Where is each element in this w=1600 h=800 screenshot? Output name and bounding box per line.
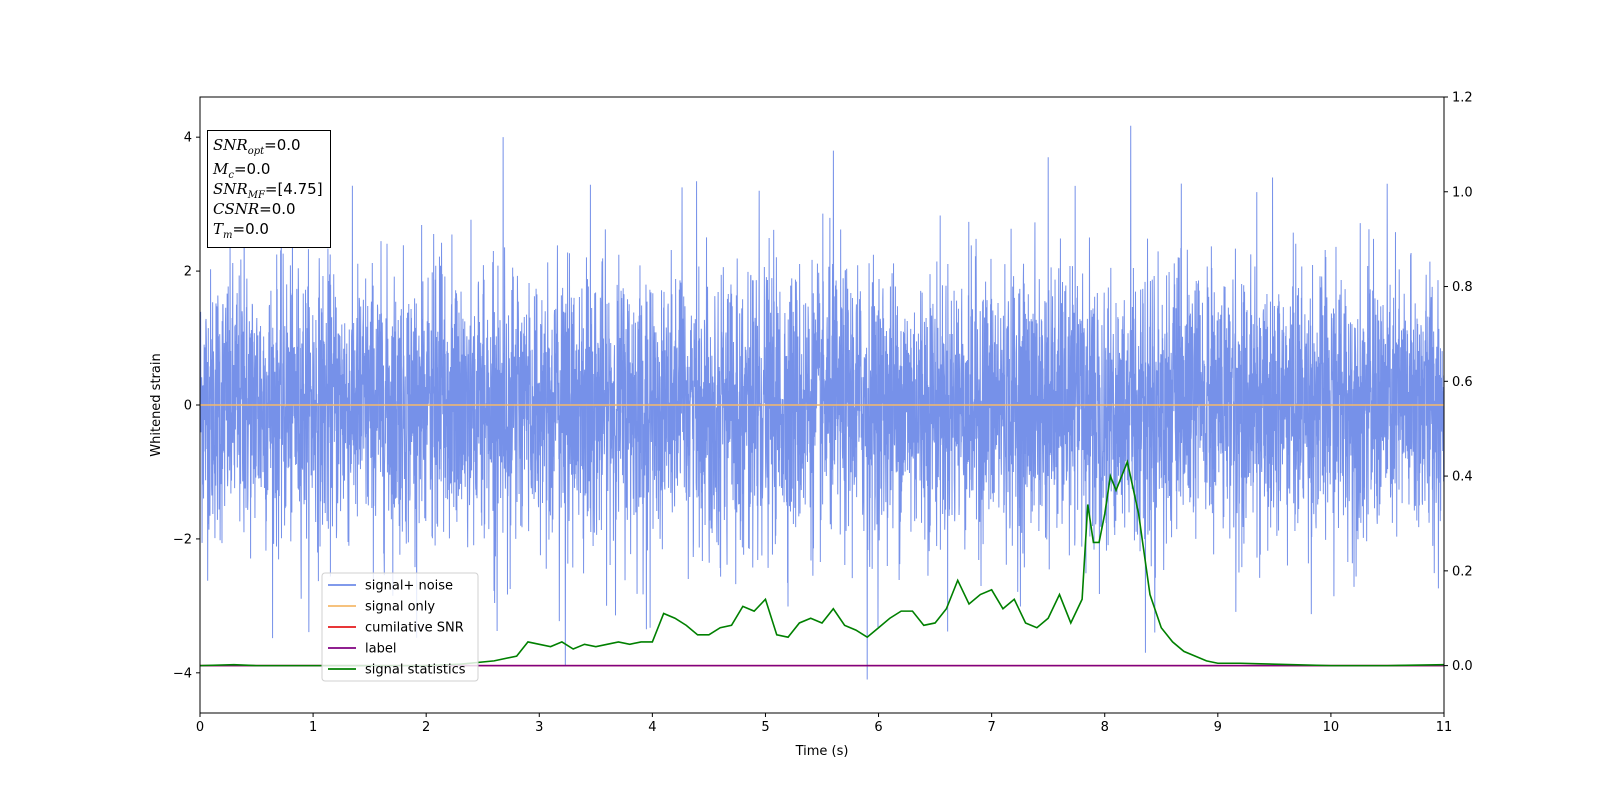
y-tick-label: 0 [184,399,192,414]
y-axis-right: 0.0 0.2 0.4 0.6 0.8 1.0 1.2 [1444,91,1473,674]
y-tick-label: −4 [173,666,192,681]
legend-entry: label [365,642,396,657]
y-tick-label: 2 [184,265,192,280]
x-tick-label: 9 [1214,720,1222,735]
signal-plus-noise-series [200,125,1444,680]
y-axis-left: −4 −2 0 2 4 [173,131,200,681]
stat-snr-mf: SNRMF=[4.75] [213,179,323,206]
stat-tm-value: =0.0 [232,220,269,238]
x-tick-label: 2 [422,720,430,735]
stat-csnr-symbol: CSNR [213,200,260,218]
stat-tm-symbol: T [213,220,224,238]
stat-mc-symbol: M [213,160,229,178]
legend-entry: signal+ noise [365,579,453,594]
y2-tick-label: 0.2 [1452,564,1473,579]
x-tick-label: 8 [1101,720,1109,735]
y-tick-label: −2 [173,532,192,547]
stat-mc: Mc=0.0 [213,159,270,186]
y-axis-title: Whitened strain [149,353,164,456]
stat-snr-opt-value: =0.0 [264,136,301,154]
stat-tm-sub: m [223,230,233,241]
y2-tick-label: 0.0 [1452,659,1473,674]
y2-tick-label: 0.8 [1452,280,1473,295]
y2-tick-label: 0.6 [1452,375,1473,390]
legend: signal+ noise signal only cumilative SNR la… [321,572,479,682]
y2-tick-label: 1.2 [1452,91,1473,106]
series-line-signal-statistics [200,459,1444,667]
stat-snr-opt-symbol: SNR [213,136,248,154]
x-tick-label: 0 [196,720,204,735]
stat-csnr: CSNR=0.0 [213,199,296,219]
legend-entry: cumilative SNR [365,621,464,636]
x-axis-title: Time (s) [795,744,849,759]
x-tick-label: 4 [648,720,656,735]
stat-tm: Tm=0.0 [213,219,269,246]
x-axis: 0 1 2 3 4 5 6 7 8 9 10 11 [196,713,1452,735]
legend-box [321,572,479,682]
legend-entry: signal statistics [365,663,466,678]
x-tick-label: 11 [1436,720,1453,735]
stat-csnr-value: =0.0 [259,200,296,218]
stat-mc-value: =0.0 [233,160,271,178]
x-tick-label: 10 [1323,720,1340,735]
y2-tick-label: 0.4 [1452,470,1473,485]
stat-snr-opt-sub: opt [247,146,265,157]
stats-box: SNRopt=0.0 Mc=0.0 SNRMF=[4.75] CSNR=0.0 … [207,130,331,248]
x-tick-label: 7 [987,720,995,735]
x-tick-label: 5 [761,720,769,735]
x-tick-label: 3 [535,720,543,735]
stat-mc-sub: c [228,170,234,181]
x-tick-label: 1 [309,720,317,735]
signal-plus-noise-line [200,125,1444,680]
x-tick-label: 6 [874,720,882,735]
stat-snr-mf-sub: MF [247,190,265,201]
stat-snr-opt: SNRopt=0.0 [213,135,301,162]
stat-snr-mf-value: =[4.75] [264,180,323,198]
y2-tick-label: 1.0 [1452,185,1473,200]
legend-entry: signal only [365,600,435,615]
y-tick-label: 4 [184,131,192,146]
stat-snr-mf-symbol: SNR [213,180,248,198]
